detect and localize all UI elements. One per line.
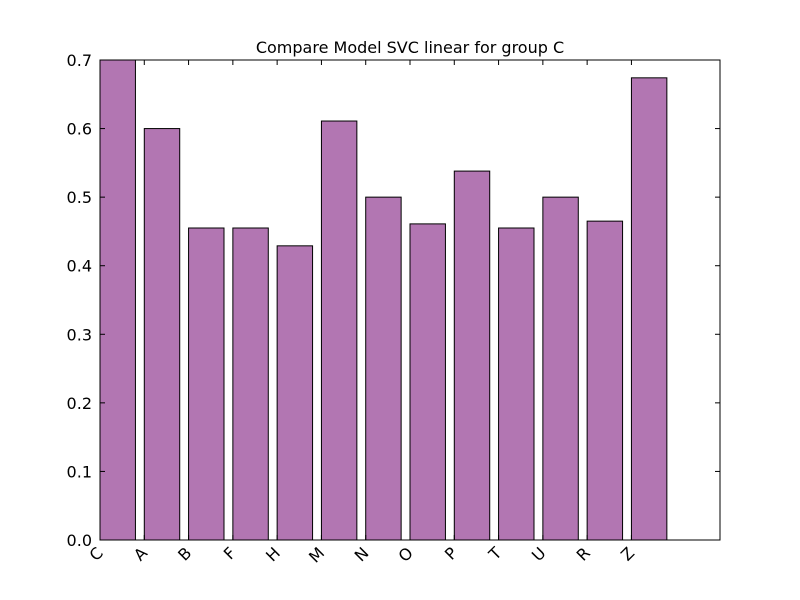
x-tick-label-M: M [305,543,328,566]
bar-O [409,223,446,541]
x-tick-label-B: B [174,543,195,564]
plot-frame [99,59,721,541]
x-tick-label-Z: Z [617,543,638,564]
bar-R [586,220,624,541]
y-axis: 0.0 0.1 0.2 0.3 0.4 0.5 0.6 0.7 [67,51,720,550]
y-tick-label: 0.4 [67,257,92,276]
x-tick-label-P: P [441,543,462,564]
bar-H [276,245,314,541]
bar-T [498,227,535,541]
bar-B [188,227,225,541]
x-tick-label-R: R [573,543,594,564]
x-tick-label-O: O [394,543,416,565]
bar-F [232,227,269,541]
y-tick-label: 0.0 [67,531,92,550]
x-tick-label-H: H [262,543,284,565]
bar-U [542,196,579,541]
bar-C [99,59,136,541]
y-tick-label: 0.1 [67,462,92,481]
chart-title: Compare Model SVC linear for group C [256,38,564,57]
bar-P [453,170,491,541]
bar-A [143,128,181,541]
bars-group [99,59,668,541]
bar-M [320,120,358,541]
y-tick-label: 0.6 [67,120,92,139]
bar-N [365,196,402,541]
y-tick-label: 0.5 [67,188,92,207]
x-tick-label-N: N [351,543,373,565]
x-tick-label-U: U [528,543,550,565]
y-tick-label: 0.3 [67,325,92,344]
x-tick-label-T: T [484,543,505,564]
y-tick-label: 0.7 [67,51,92,70]
bar-Z [630,77,668,541]
x-tick-label-F: F [220,543,240,563]
x-tick-label-A: A [130,543,151,564]
y-tick-label: 0.2 [67,394,92,413]
